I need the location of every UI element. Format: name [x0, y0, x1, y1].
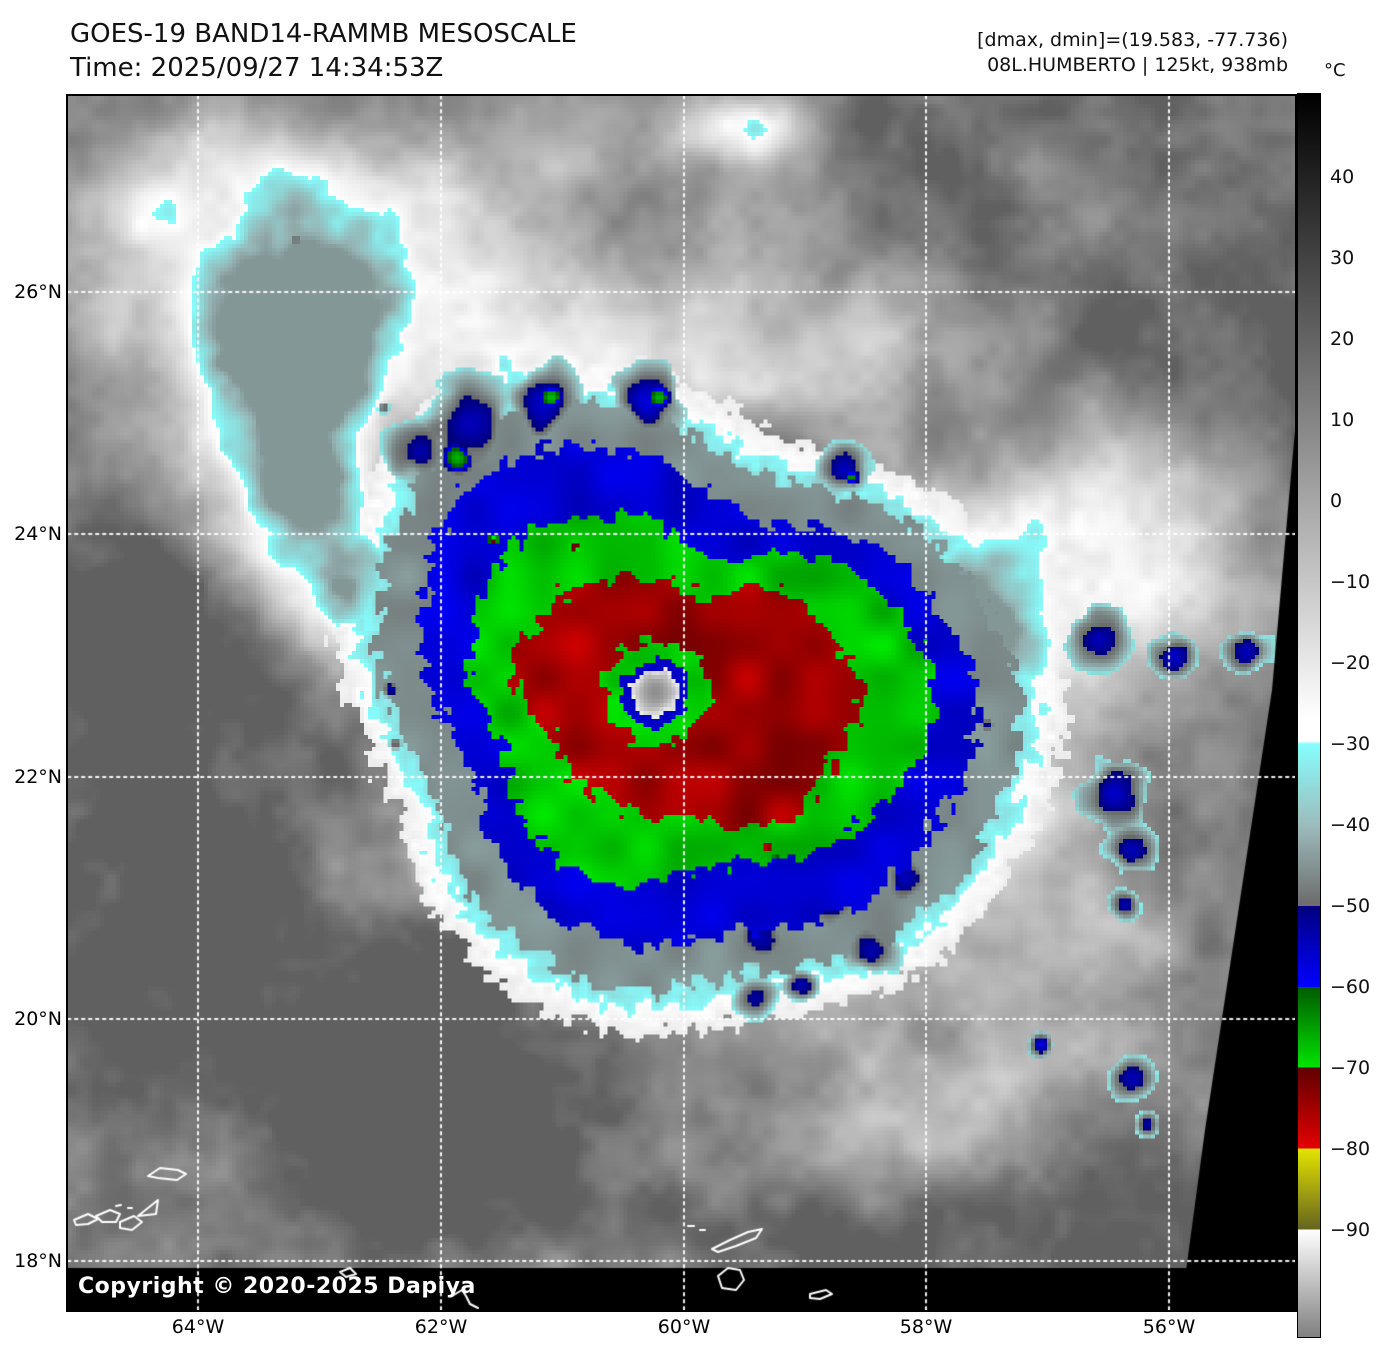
header-annotations: [dmax, dmin]=(19.583, -77.736) 08L.HUMBE…	[977, 28, 1288, 78]
lat-tick-label: 20°N	[14, 1008, 62, 1030]
lon-tick-label: 64°W	[171, 1316, 225, 1338]
colorbar-tick-label: −30	[1330, 733, 1371, 756]
colorbar-tick-label: 40	[1330, 166, 1355, 189]
colorbar-tick-label: 10	[1330, 409, 1355, 432]
lat-tick-label: 26°N	[14, 281, 62, 303]
lon-tick-label: 56°W	[1142, 1316, 1196, 1338]
colorbar-tick-label: −10	[1330, 571, 1371, 594]
product-time: Time: 2025/09/27 14:34:53Z	[70, 53, 444, 83]
product-title: GOES-19 BAND14-RAMMB MESOSCALE	[70, 19, 577, 49]
colorbar-unit-label: °C	[1324, 60, 1346, 81]
colorbar-tick-label: −70	[1330, 1057, 1371, 1080]
lon-tick-label: 58°W	[899, 1316, 953, 1338]
lat-tick-label: 18°N	[14, 1250, 62, 1272]
lon-tick-label: 62°W	[414, 1316, 468, 1338]
colorbar-tick-label: −80	[1330, 1138, 1371, 1161]
map-overlay-canvas	[68, 96, 1295, 1310]
storm-info-readout: 08L.HUMBERTO | 125kt, 938mb	[987, 54, 1288, 76]
colorbar-tick-label: −20	[1330, 652, 1371, 675]
colorbar-tick-label: 0	[1330, 490, 1343, 513]
lon-tick-label: 60°W	[657, 1316, 711, 1338]
colorbar-tick-label: −40	[1330, 814, 1371, 837]
colorbar-tick-label: 30	[1330, 247, 1355, 270]
dmax-dmin-readout: [dmax, dmin]=(19.583, -77.736)	[977, 29, 1288, 51]
lat-tick-label: 24°N	[14, 523, 62, 545]
colorbar-tick-label: 20	[1330, 328, 1355, 351]
colorbar-tick-label: −60	[1330, 976, 1371, 999]
satellite-map: Copyright © 2020-2025 Dapiya	[66, 94, 1297, 1312]
colorbar-tick-label: −90	[1330, 1219, 1371, 1242]
colorbar	[1297, 93, 1321, 1338]
copyright-watermark: Copyright © 2020-2025 Dapiya	[78, 1274, 476, 1299]
colorbar-tick-label: −50	[1330, 895, 1371, 918]
lat-tick-label: 22°N	[14, 766, 62, 788]
